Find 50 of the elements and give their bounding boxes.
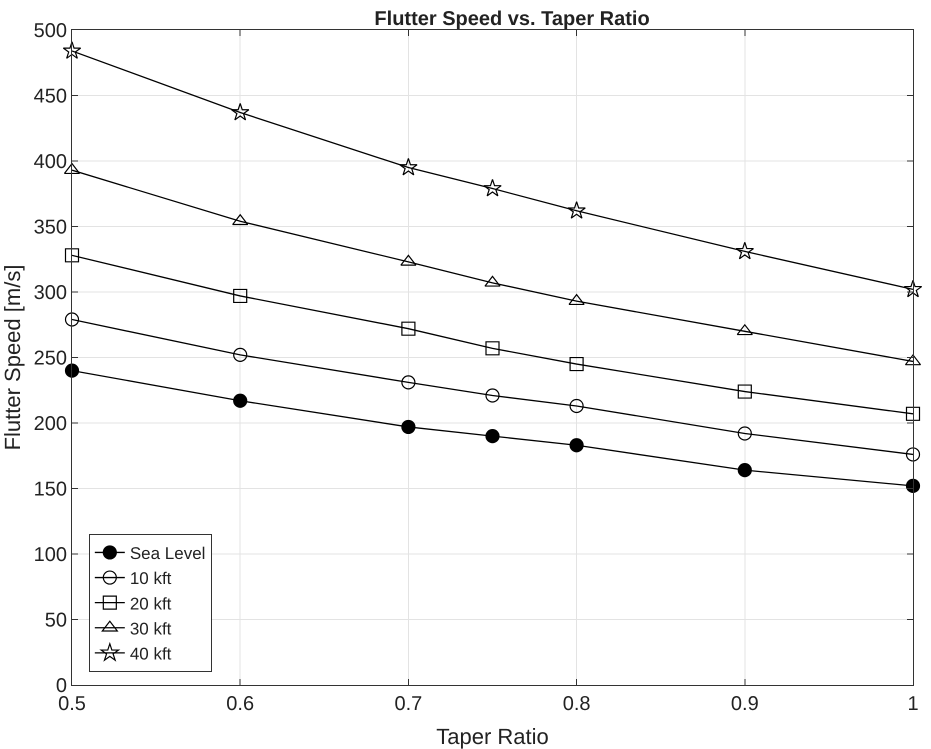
y-tick-label: 100 bbox=[34, 544, 67, 566]
y-tick-label: 200 bbox=[34, 413, 67, 435]
point bbox=[401, 420, 416, 434]
y-tick-label: 300 bbox=[34, 282, 67, 304]
point bbox=[64, 312, 80, 327]
y-tick-label: 500 bbox=[34, 20, 67, 42]
point bbox=[62, 41, 82, 59]
point bbox=[230, 102, 250, 120]
point bbox=[233, 288, 248, 304]
y-tick-label: 400 bbox=[34, 151, 67, 173]
y-tick-label: 250 bbox=[34, 348, 67, 370]
point bbox=[401, 375, 416, 390]
y-axis-title: Flutter Speed [m/s] bbox=[0, 264, 25, 450]
legend-label: 30 kft bbox=[130, 619, 172, 638]
x-tick-label: 0.8 bbox=[562, 693, 591, 715]
y-tick-label: 50 bbox=[44, 610, 67, 632]
chart-title: Flutter Speed vs. Taper Ratio bbox=[374, 8, 650, 30]
x-tick-label: 0.6 bbox=[226, 693, 254, 715]
x-tick-label: 1 bbox=[907, 693, 919, 715]
point bbox=[64, 248, 80, 262]
point bbox=[738, 384, 752, 399]
x-axis-title: Taper Ratio bbox=[436, 724, 549, 749]
legend-label: 40 kft bbox=[130, 644, 172, 664]
point bbox=[401, 322, 416, 336]
point bbox=[904, 280, 922, 298]
y-tick-label: 150 bbox=[34, 478, 67, 500]
point bbox=[485, 388, 500, 403]
legend-label: 20 kft bbox=[130, 594, 172, 614]
point bbox=[399, 158, 418, 176]
x-tick-label: 0.7 bbox=[394, 693, 422, 715]
legend-label: Sea Level bbox=[130, 544, 206, 564]
point bbox=[906, 406, 920, 421]
x-tick-label: 0.9 bbox=[730, 693, 759, 715]
point bbox=[567, 201, 586, 219]
point bbox=[736, 242, 754, 260]
point bbox=[738, 463, 752, 478]
point bbox=[570, 398, 584, 414]
point bbox=[483, 178, 502, 196]
y-tick-label: 450 bbox=[34, 86, 67, 108]
point bbox=[485, 341, 500, 356]
legend-label: 10 kft bbox=[130, 569, 172, 588]
point bbox=[738, 426, 752, 441]
point bbox=[906, 447, 920, 462]
point bbox=[233, 394, 248, 408]
point bbox=[64, 364, 80, 378]
point bbox=[570, 356, 584, 372]
point bbox=[570, 438, 584, 452]
point bbox=[485, 429, 500, 444]
point bbox=[233, 348, 248, 362]
y-tick-label: 350 bbox=[34, 216, 67, 238]
